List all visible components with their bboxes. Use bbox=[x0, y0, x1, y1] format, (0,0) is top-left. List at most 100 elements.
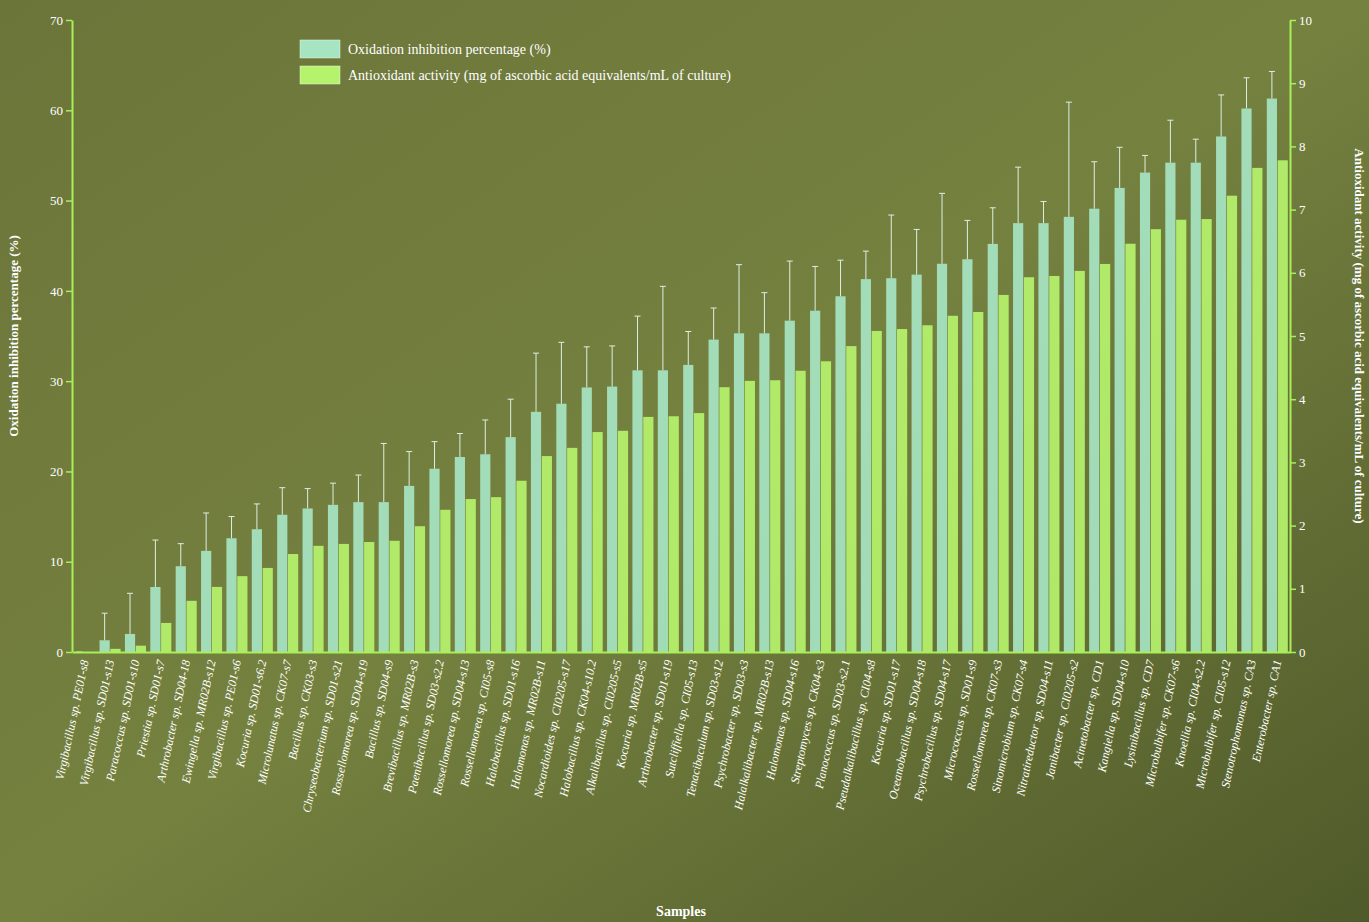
error-line bbox=[1221, 95, 1222, 137]
error-cap bbox=[609, 345, 615, 346]
tick: 0 bbox=[1290, 645, 1306, 660]
bar bbox=[1241, 108, 1251, 652]
error-bar bbox=[609, 346, 615, 387]
tick-mark bbox=[1290, 273, 1296, 275]
tick-label: Stenotrophomonas sp. CA3 bbox=[1218, 659, 1259, 790]
tick: Stenotrophomonas sp. CA3 bbox=[1218, 652, 1259, 789]
bar bbox=[328, 505, 338, 652]
bar bbox=[1278, 160, 1288, 652]
tick-mark bbox=[1290, 83, 1296, 85]
error-line bbox=[1246, 78, 1247, 109]
error-bar bbox=[305, 489, 311, 509]
error-bar bbox=[1244, 78, 1250, 109]
error-bar bbox=[660, 286, 666, 370]
tick: Alkalibacillus sp. CI0205-s5 bbox=[582, 652, 624, 796]
bar bbox=[516, 481, 526, 652]
error-bar bbox=[102, 613, 108, 640]
tick-label: 2 bbox=[1299, 518, 1306, 533]
bar bbox=[745, 381, 755, 652]
error-cap bbox=[1142, 155, 1148, 156]
bar bbox=[379, 502, 389, 652]
error-bar bbox=[482, 420, 488, 454]
tick-label: 70 bbox=[50, 13, 63, 28]
bar bbox=[263, 568, 273, 652]
legend-label: Oxidation inhibition percentage (%) bbox=[348, 42, 551, 58]
error-line bbox=[764, 293, 765, 334]
error-cap bbox=[558, 342, 564, 343]
tick-label: 40 bbox=[50, 284, 63, 299]
error-bar bbox=[1041, 201, 1047, 223]
error-line bbox=[180, 544, 181, 567]
error-bar bbox=[761, 293, 767, 334]
tick-label: 4 bbox=[1299, 392, 1306, 407]
y2-axis: 012345678910 bbox=[1290, 13, 1312, 660]
error-bars-0 bbox=[76, 71, 1275, 652]
error-line bbox=[840, 260, 841, 296]
error-cap bbox=[432, 441, 438, 442]
error-line bbox=[510, 399, 511, 437]
bar bbox=[1064, 217, 1074, 652]
error-cap bbox=[482, 419, 488, 420]
bar bbox=[237, 576, 247, 652]
error-bar bbox=[432, 442, 438, 469]
bar bbox=[593, 432, 603, 652]
error-bar bbox=[203, 513, 209, 551]
error-line bbox=[713, 308, 714, 340]
bar bbox=[607, 387, 617, 652]
bar bbox=[785, 321, 795, 652]
tick: 2 bbox=[1290, 518, 1306, 533]
error-bar bbox=[406, 452, 412, 486]
bar bbox=[1165, 163, 1175, 652]
bar bbox=[770, 380, 780, 652]
error-line bbox=[155, 540, 156, 587]
tick-label: 0 bbox=[57, 645, 64, 660]
tick-label: 8 bbox=[1299, 139, 1306, 154]
tick-mark bbox=[1290, 209, 1296, 211]
error-line bbox=[536, 353, 537, 412]
y-axis-title: Oxidation inhibition percentage (%) bbox=[6, 235, 21, 437]
error-line bbox=[688, 331, 689, 364]
tick-label: 7 bbox=[1299, 202, 1306, 217]
bar bbox=[1191, 163, 1201, 652]
legend-swatch bbox=[300, 40, 340, 58]
bar bbox=[1140, 173, 1150, 652]
background bbox=[0, 0, 1369, 922]
bar bbox=[556, 404, 566, 652]
bar bbox=[390, 541, 400, 652]
bar bbox=[100, 640, 110, 652]
tick-label: Rossellomorea sp. SD04-s19 bbox=[328, 659, 371, 798]
tick-label: 10 bbox=[1299, 13, 1312, 28]
error-bar bbox=[178, 544, 184, 567]
bar bbox=[1075, 271, 1085, 652]
bar bbox=[810, 311, 820, 652]
error-cap bbox=[736, 264, 742, 265]
tick-label: 9 bbox=[1299, 76, 1306, 91]
tick: 60 bbox=[50, 103, 72, 118]
error-bar bbox=[1193, 139, 1199, 162]
tick-label: 1 bbox=[1299, 581, 1306, 596]
bar bbox=[988, 244, 998, 652]
tick-label: Pseudalkalibacillus sp. CI04-s8 bbox=[833, 659, 879, 813]
error-bar bbox=[1167, 120, 1173, 162]
error-cap bbox=[990, 207, 996, 208]
bar bbox=[962, 259, 972, 652]
error-cap bbox=[305, 488, 311, 489]
error-line bbox=[891, 215, 892, 278]
bar bbox=[1038, 223, 1048, 652]
tick: Halalkalibacter sp. MR02B-s13 bbox=[731, 652, 777, 812]
error-bar bbox=[355, 475, 361, 502]
error-cap bbox=[102, 613, 108, 614]
bar bbox=[440, 510, 450, 652]
error-line bbox=[333, 483, 334, 505]
error-line bbox=[1094, 162, 1095, 209]
series-1 bbox=[110, 160, 1287, 652]
bar bbox=[1013, 223, 1023, 652]
tick: Pseudalkalibacillus sp. CI04-s8 bbox=[833, 652, 879, 812]
error-cap bbox=[635, 316, 641, 317]
bar bbox=[683, 365, 693, 652]
error-bar bbox=[1091, 162, 1097, 209]
bar bbox=[531, 412, 541, 652]
error-cap bbox=[508, 399, 514, 400]
error-cap bbox=[203, 512, 209, 513]
tick-label: Alkalibacillus sp. CI0205-s5 bbox=[582, 659, 624, 797]
